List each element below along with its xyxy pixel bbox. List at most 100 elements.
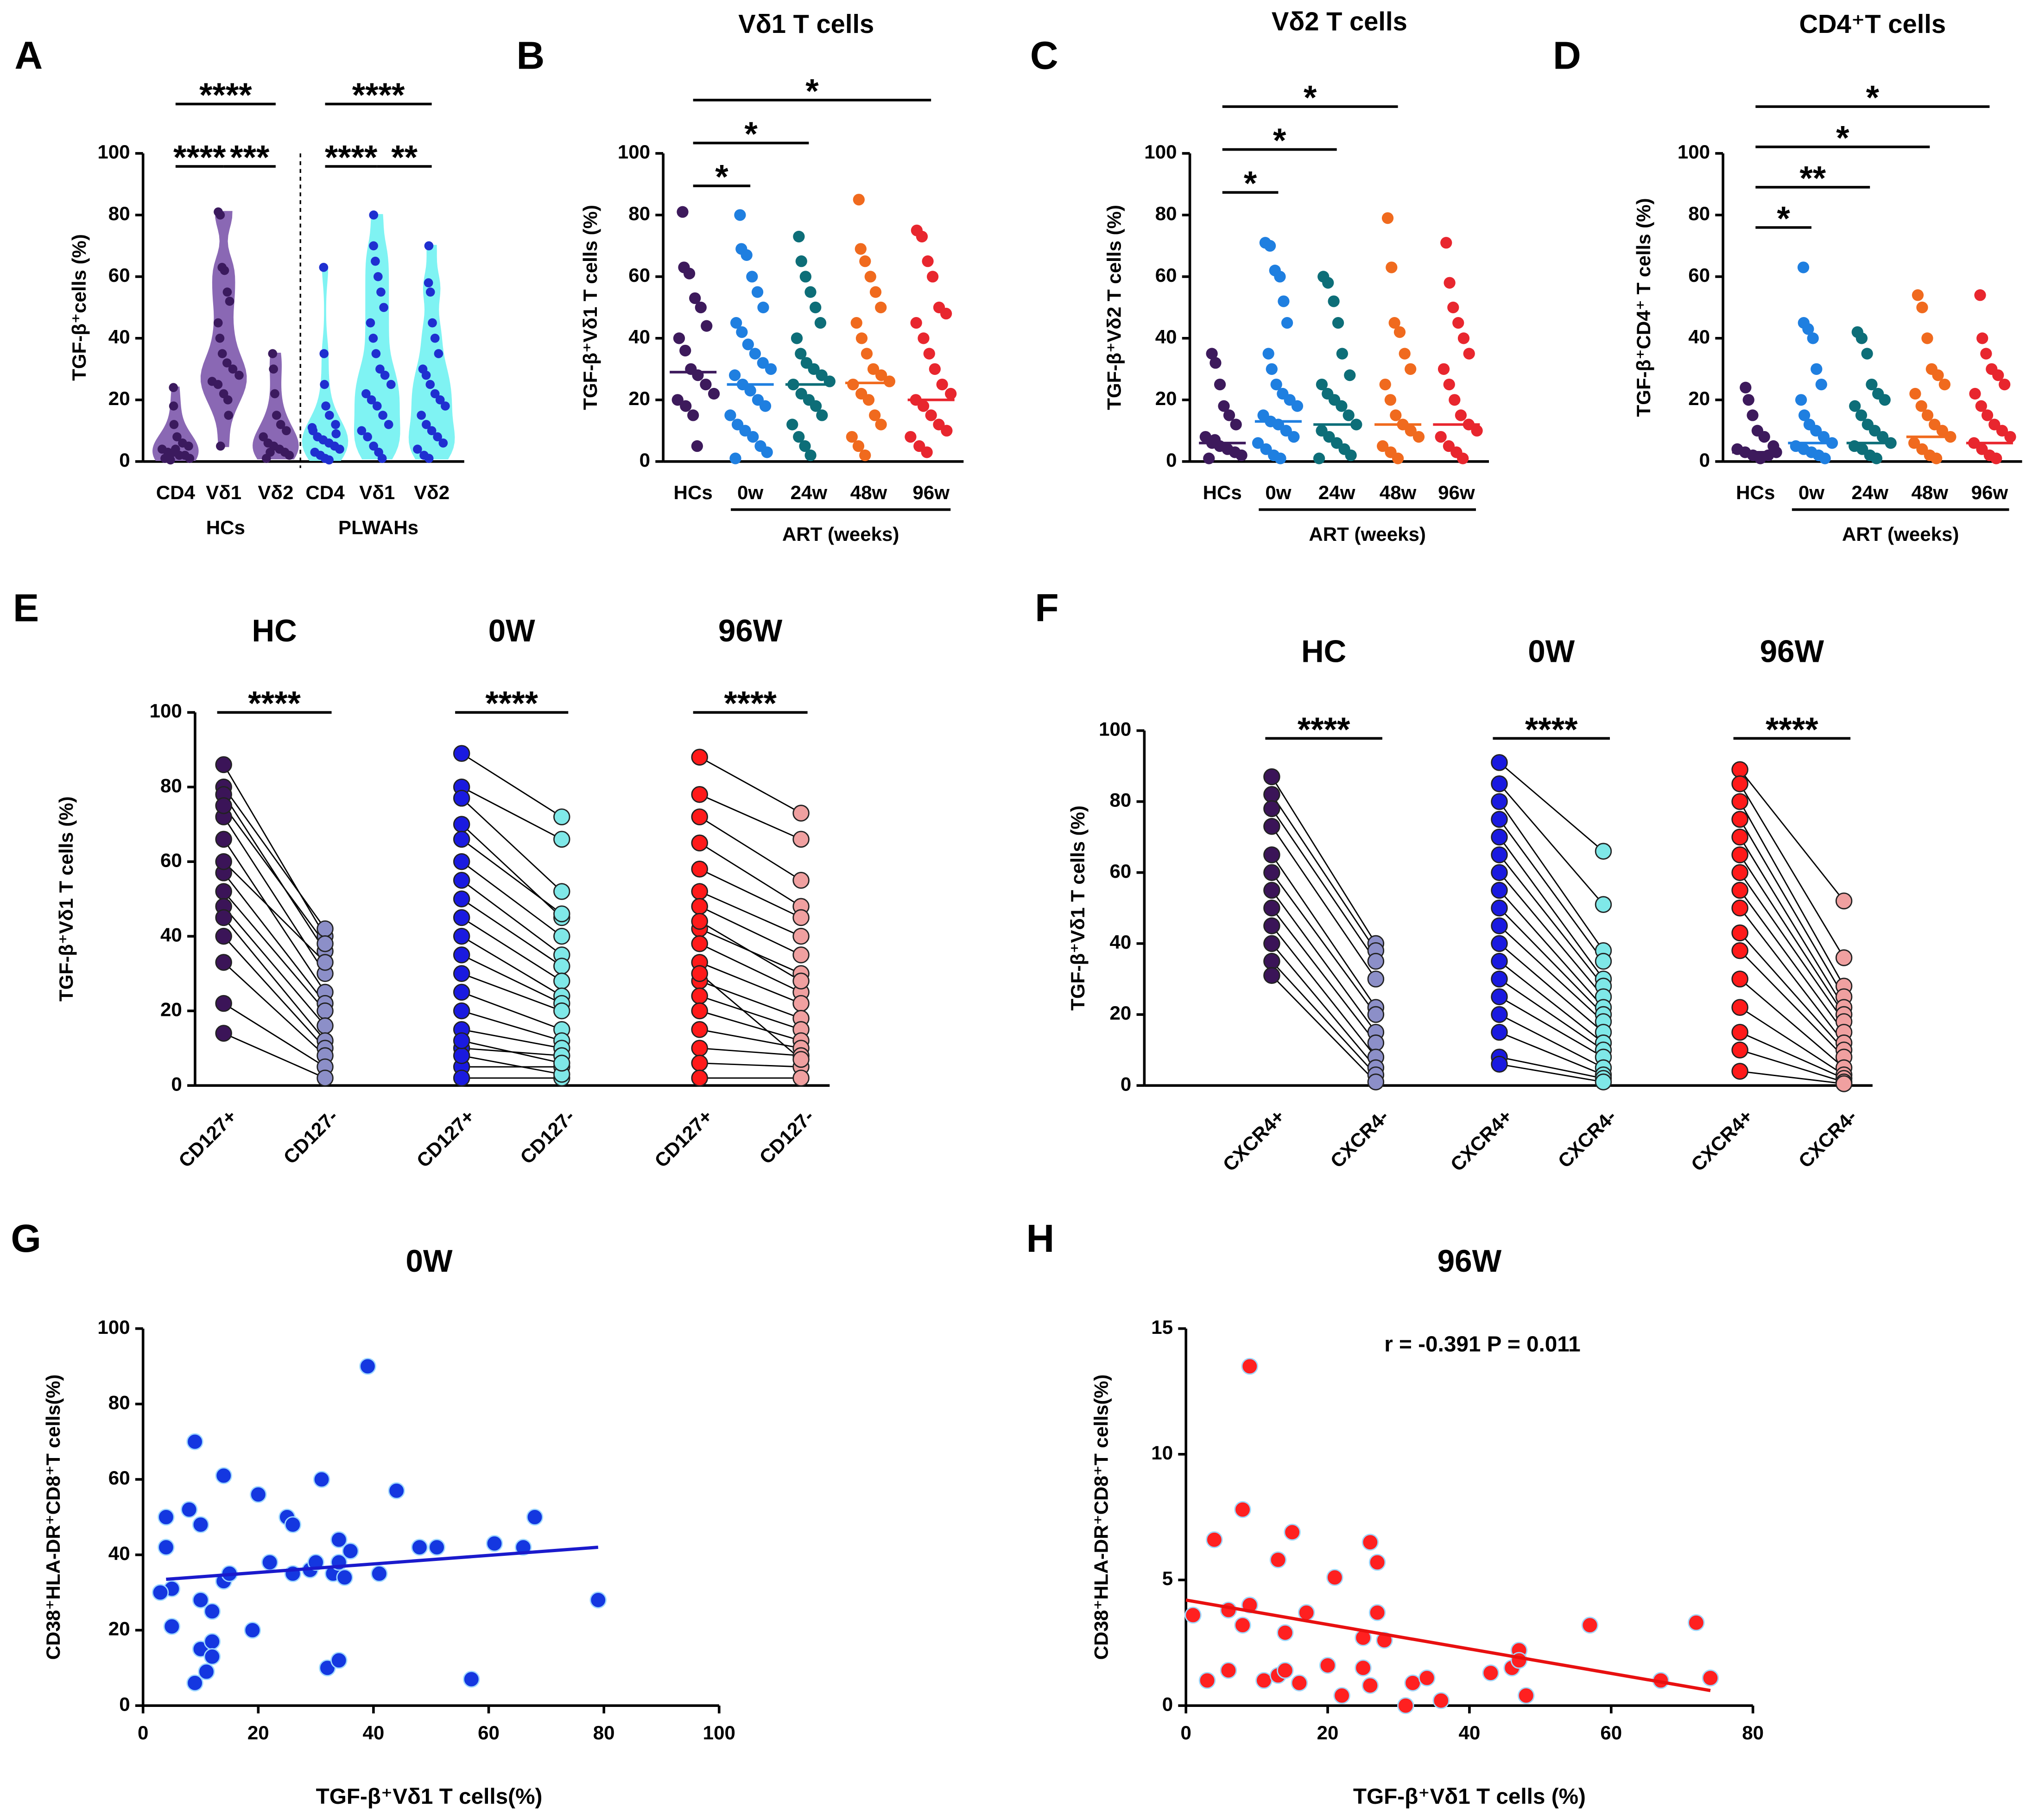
x-tick-label: 40 — [363, 1722, 385, 1744]
point — [553, 972, 570, 989]
point — [1230, 419, 1242, 431]
y-tick-label: 40 — [108, 326, 130, 348]
chart-title: Vδ2 T cells — [1272, 6, 1407, 36]
point — [910, 317, 922, 329]
point — [330, 1652, 348, 1669]
point — [1218, 400, 1230, 412]
point — [792, 805, 810, 822]
point — [680, 400, 692, 412]
point — [795, 348, 807, 360]
y-tick-label: 20 — [1688, 387, 1710, 409]
y-tick-label: 100 — [150, 700, 182, 722]
point — [1313, 452, 1325, 464]
pair-line — [1271, 943, 1376, 1068]
point — [1367, 970, 1385, 988]
point — [793, 431, 805, 443]
pair-line — [699, 962, 802, 1004]
group-label: PLWAHs — [338, 517, 418, 539]
point — [1252, 437, 1264, 449]
point — [853, 194, 865, 206]
point — [1278, 295, 1290, 307]
y-tick-label: 60 — [160, 849, 182, 871]
point — [261, 1554, 279, 1571]
point — [867, 363, 880, 375]
point — [751, 286, 764, 298]
point — [369, 441, 378, 451]
point — [430, 389, 440, 399]
x-tick-label: CD127- — [516, 1105, 579, 1168]
point — [1835, 892, 1853, 910]
y-tick-label: 20 — [1110, 1002, 1132, 1024]
point — [336, 1569, 354, 1586]
pair-line — [699, 995, 802, 1030]
y-tick-label: 20 — [628, 387, 650, 409]
pair-line — [223, 1002, 326, 1068]
point — [1263, 846, 1280, 863]
y-tick-label: 80 — [160, 774, 182, 796]
pair-line — [699, 842, 802, 907]
point — [1437, 363, 1450, 375]
point — [691, 1021, 708, 1038]
point — [1220, 1662, 1237, 1679]
pair-line — [1499, 996, 1604, 1058]
x-tick-label: Vδ2 — [258, 482, 293, 503]
pair-line — [461, 973, 562, 1012]
point — [553, 883, 570, 900]
pair-line — [461, 824, 563, 918]
x-tick-label: CD127- — [279, 1105, 342, 1168]
point — [855, 332, 868, 344]
point — [1932, 369, 1944, 381]
point — [321, 401, 330, 411]
point — [1491, 1024, 1508, 1041]
point — [1269, 1551, 1287, 1568]
y-tick-label: 60 — [1155, 264, 1177, 286]
point — [792, 1051, 810, 1068]
point — [1992, 369, 2004, 381]
point — [1390, 409, 1402, 421]
point — [1491, 846, 1508, 863]
x-tick-label: 20 — [1317, 1722, 1339, 1744]
point — [1263, 881, 1280, 899]
point — [172, 432, 182, 442]
pair-line — [223, 936, 326, 1049]
point — [375, 364, 385, 374]
point — [1266, 363, 1278, 375]
point — [1262, 348, 1274, 360]
point — [213, 318, 223, 328]
point — [1731, 999, 1748, 1016]
significance-label: * — [1866, 79, 1880, 117]
point — [224, 411, 234, 420]
point — [1491, 864, 1508, 881]
point — [691, 808, 708, 825]
point — [317, 1069, 334, 1087]
point — [217, 349, 227, 358]
point — [453, 983, 470, 1001]
significance-label: **** — [1525, 711, 1578, 748]
point — [691, 440, 703, 452]
point — [1432, 1692, 1450, 1709]
point — [1797, 261, 1810, 273]
point — [180, 1501, 198, 1518]
x-tick-label: 100 — [703, 1722, 735, 1744]
pair-line — [1739, 769, 1845, 901]
pair-line — [461, 861, 563, 937]
pair-line — [1740, 1032, 1844, 1079]
point — [166, 455, 175, 465]
chart-title: 0W — [406, 1244, 453, 1279]
point — [687, 409, 699, 421]
pair-line — [699, 891, 802, 937]
y-tick-label: 15 — [1151, 1316, 1173, 1338]
y-tick-label: 0 — [171, 1073, 182, 1095]
pair-line — [461, 838, 563, 914]
point — [1974, 289, 1986, 301]
point — [933, 419, 945, 431]
point — [691, 883, 708, 900]
point — [453, 1047, 470, 1065]
pair-line — [1499, 1032, 1604, 1076]
pair-line — [223, 794, 326, 952]
point — [372, 401, 382, 411]
y-tick-label: 40 — [1155, 326, 1177, 348]
y-tick-label: 20 — [1155, 387, 1177, 409]
point — [700, 378, 712, 391]
point — [810, 400, 822, 412]
